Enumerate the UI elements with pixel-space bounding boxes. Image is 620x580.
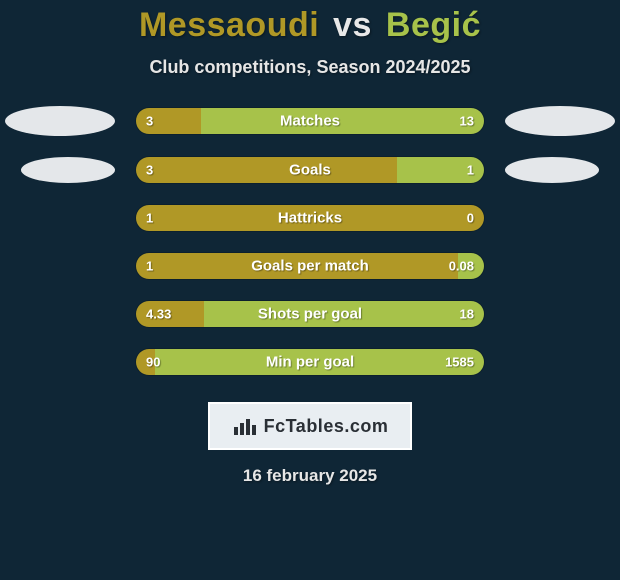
stat-row: Matches 3 13: [5, 106, 615, 136]
stat-row: Goals per match 1 0.08: [5, 252, 615, 280]
player1-badge: [21, 157, 115, 183]
stat-value-right: 0: [467, 211, 474, 226]
stat-label: Hattricks: [278, 210, 342, 227]
stat-row: Min per goal 90 1585: [5, 348, 615, 376]
stat-rows: Matches 3 13 Goals 3 1 Hattricks 1 0 Goals per ma…: [5, 106, 615, 396]
stat-value-left: 1: [146, 259, 153, 274]
player1-name: Messaoudi: [139, 6, 319, 44]
subtitle: Club competitions, Season 2024/2025: [149, 57, 470, 78]
player2-name: Begić: [386, 6, 481, 44]
stat-value-right: 13: [460, 114, 474, 129]
stat-label: Goals: [289, 162, 331, 179]
bar-left-fill: [136, 157, 397, 183]
player1-badge: [5, 106, 115, 136]
stat-bar: Goals per match 1 0.08: [135, 252, 485, 280]
logo-text: FcTables.com: [264, 416, 389, 437]
comparison-infographic: Messaoudi vs Begić Club competitions, Se…: [0, 0, 620, 580]
stat-label: Matches: [280, 113, 340, 130]
stat-label: Min per goal: [266, 354, 354, 371]
stat-bar: Min per goal 90 1585: [135, 348, 485, 376]
bar-right-fill: [201, 108, 484, 134]
page-title: Messaoudi vs Begić: [139, 6, 481, 45]
stat-bar: Goals 3 1: [135, 156, 485, 184]
stat-bar: Matches 3 13: [135, 107, 485, 135]
stat-label: Shots per goal: [258, 306, 362, 323]
stat-row: Goals 3 1: [5, 156, 615, 184]
right-ellipse-slot: [505, 106, 615, 136]
stat-value-left: 1: [146, 211, 153, 226]
date-label: 16 february 2025: [243, 466, 377, 486]
stat-value-left: 3: [146, 114, 153, 129]
stat-value-right: 0.08: [449, 259, 474, 274]
stat-value-left: 3: [146, 163, 153, 178]
stat-row: Shots per goal 4.33 18: [5, 300, 615, 328]
left-ellipse-slot: [5, 106, 115, 136]
player2-badge: [505, 157, 599, 183]
stat-value-right: 1585: [445, 355, 474, 370]
left-ellipse-slot: [5, 157, 115, 183]
stat-bar: Shots per goal 4.33 18: [135, 300, 485, 328]
vs-label: vs: [333, 6, 372, 44]
right-ellipse-slot: [505, 157, 615, 183]
stat-value-right: 1: [467, 163, 474, 178]
bars-icon: [232, 415, 258, 437]
player2-badge: [505, 106, 615, 136]
stat-bar: Hattricks 1 0: [135, 204, 485, 232]
stat-label: Goals per match: [251, 258, 369, 275]
stat-value-right: 18: [460, 307, 474, 322]
stat-row: Hattricks 1 0: [5, 204, 615, 232]
stat-value-left: 90: [146, 355, 160, 370]
logo-box: FcTables.com: [208, 402, 412, 450]
stat-value-left: 4.33: [146, 307, 171, 322]
